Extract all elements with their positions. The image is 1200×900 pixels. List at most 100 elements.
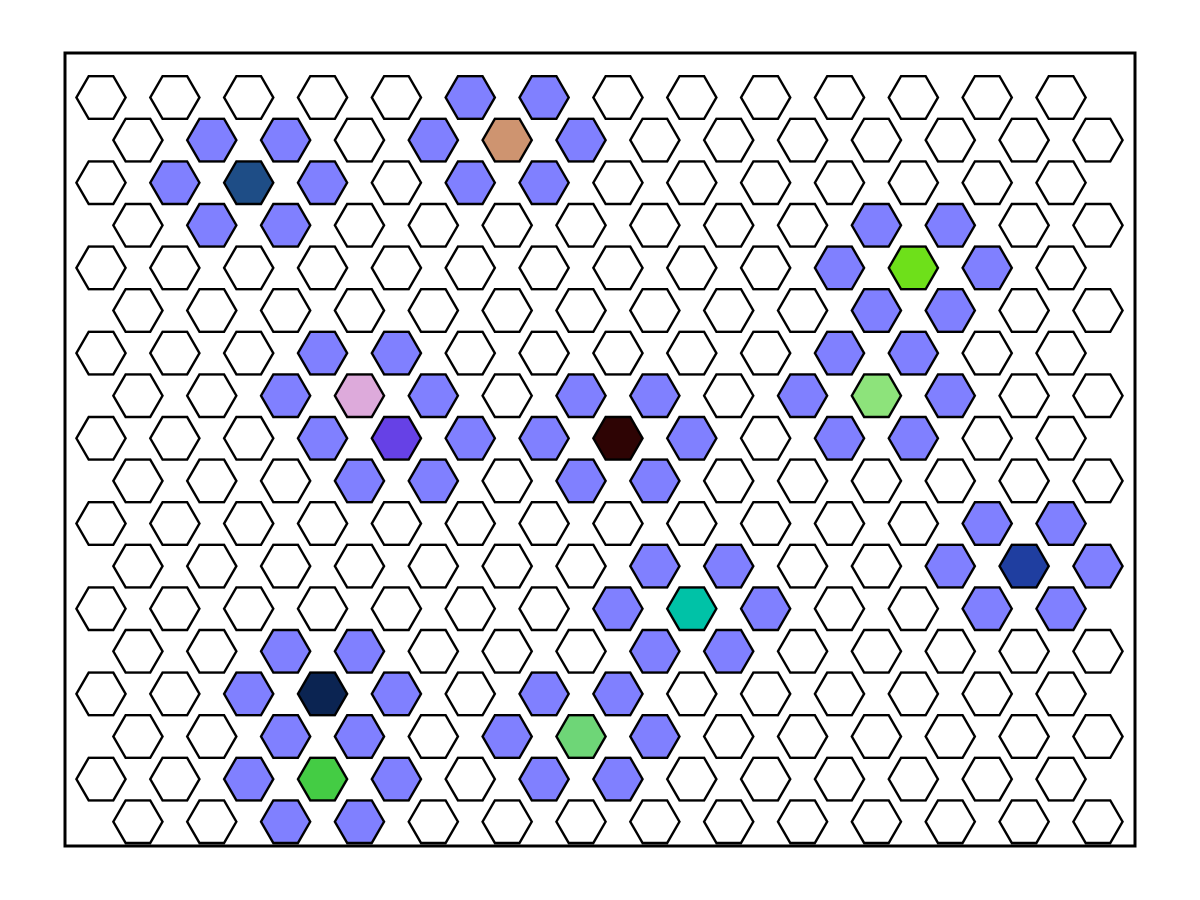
neighbor-hex-cell[interactable] [296,330,349,376]
hex-cell[interactable] [998,373,1051,419]
neighbor-hex-cell[interactable] [961,501,1014,546]
hex-cell[interactable] [961,756,1014,802]
neighbor-hex-cell[interactable] [591,671,644,717]
hex-cell[interactable] [702,373,755,419]
hex-cell[interactable] [148,245,201,291]
hex-cell[interactable] [111,714,164,759]
highlighted-hex-cell[interactable] [296,671,349,717]
hex-cell[interactable] [702,458,755,504]
neighbor-hex-cell[interactable] [702,628,755,674]
neighbor-hex-cell[interactable] [591,586,644,632]
hex-cell[interactable] [185,543,238,589]
hex-cell[interactable] [1035,245,1088,291]
hex-cell[interactable] [813,671,866,717]
hex-cell[interactable] [813,586,866,632]
hex-cell[interactable] [75,160,127,206]
neighbor-hex-cell[interactable] [813,245,866,291]
hex-cell[interactable] [518,245,571,291]
hex-cell[interactable] [739,330,792,376]
neighbor-hex-cell[interactable] [444,74,497,121]
neighbor-hex-cell[interactable] [259,202,312,248]
hex-cell[interactable] [776,288,829,333]
hex-cell[interactable] [444,586,497,632]
hex-cell[interactable] [776,543,829,589]
neighbor-hex-cell[interactable] [555,373,608,419]
hex-cell[interactable] [961,415,1014,461]
hex-cell[interactable] [665,501,718,546]
hex-cell[interactable] [961,671,1014,717]
hex-cell[interactable] [591,74,644,121]
neighbor-hex-cell[interactable] [259,628,312,674]
hex-cell[interactable] [222,501,275,546]
hex-cell[interactable] [739,245,792,291]
hex-cell[interactable] [813,160,866,206]
hex-cell[interactable] [370,586,423,632]
neighbor-hex-cell[interactable] [628,714,681,759]
hex-cell[interactable] [776,202,829,248]
hex-cell[interactable] [998,799,1051,845]
hex-cell[interactable] [1035,671,1088,717]
hex-cell[interactable] [998,288,1051,333]
hex-cell[interactable] [75,245,127,291]
neighbor-hex-cell[interactable] [1071,543,1124,589]
neighbor-hex-cell[interactable] [333,458,386,504]
hex-cell[interactable] [111,458,164,504]
hex-cell[interactable] [1071,288,1124,333]
neighbor-hex-cell[interactable] [148,160,201,206]
hex-cell[interactable] [1035,74,1088,121]
hex-cell[interactable] [111,117,164,163]
hex-cell[interactable] [998,628,1051,674]
hex-cell[interactable] [370,245,423,291]
hex-cell[interactable] [924,458,977,504]
hex-cell[interactable] [665,330,718,376]
hex-cell[interactable] [296,74,349,121]
hex-cell[interactable] [407,628,460,674]
neighbor-hex-cell[interactable] [444,160,497,206]
hex-cell[interactable] [185,373,238,419]
hex-cell[interactable] [75,330,127,376]
hex-cell[interactable] [1071,458,1124,504]
hex-cell[interactable] [702,117,755,163]
highlighted-hex-cell[interactable] [555,714,608,759]
hex-cell[interactable] [148,330,201,376]
neighbor-hex-cell[interactable] [481,714,534,759]
neighbor-hex-cell[interactable] [887,330,940,376]
hex-cell[interactable] [481,628,534,674]
neighbor-hex-cell[interactable] [628,373,681,419]
hex-cell[interactable] [887,586,940,632]
hex-cell[interactable] [370,160,423,206]
hex-cell[interactable] [222,245,275,291]
hex-cell[interactable] [850,714,903,759]
hex-cell[interactable] [296,501,349,546]
hex-cell[interactable] [887,501,940,546]
highlighted-hex-cell[interactable] [850,373,903,419]
hex-cell[interactable] [111,799,164,845]
hex-cell[interactable] [850,628,903,674]
highlighted-hex-cell[interactable] [333,373,386,419]
hex-cell[interactable] [259,288,312,333]
hex-cell[interactable] [148,501,201,546]
hex-cell[interactable] [628,288,681,333]
hex-cell[interactable] [1035,160,1088,206]
hex-cell[interactable] [333,202,386,248]
neighbor-hex-cell[interactable] [665,415,718,461]
hex-cell[interactable] [887,756,940,802]
neighbor-hex-cell[interactable] [222,756,275,802]
hex-cell[interactable] [665,74,718,121]
hex-cell[interactable] [222,586,275,632]
hex-cell[interactable] [924,799,977,845]
highlighted-hex-cell[interactable] [296,756,349,802]
neighbor-hex-cell[interactable] [259,373,312,419]
hex-cell[interactable] [518,330,571,376]
hex-cell[interactable] [518,586,571,632]
neighbor-hex-cell[interactable] [628,458,681,504]
hex-cell[interactable] [702,202,755,248]
highlighted-hex-cell[interactable] [222,160,275,206]
neighbor-hex-cell[interactable] [259,714,312,759]
hex-cell[interactable] [185,288,238,333]
highlighted-hex-cell[interactable] [481,117,534,163]
hex-cell[interactable] [887,74,940,121]
hex-cell[interactable] [111,628,164,674]
hex-cell[interactable] [776,628,829,674]
hex-cell[interactable] [665,756,718,802]
